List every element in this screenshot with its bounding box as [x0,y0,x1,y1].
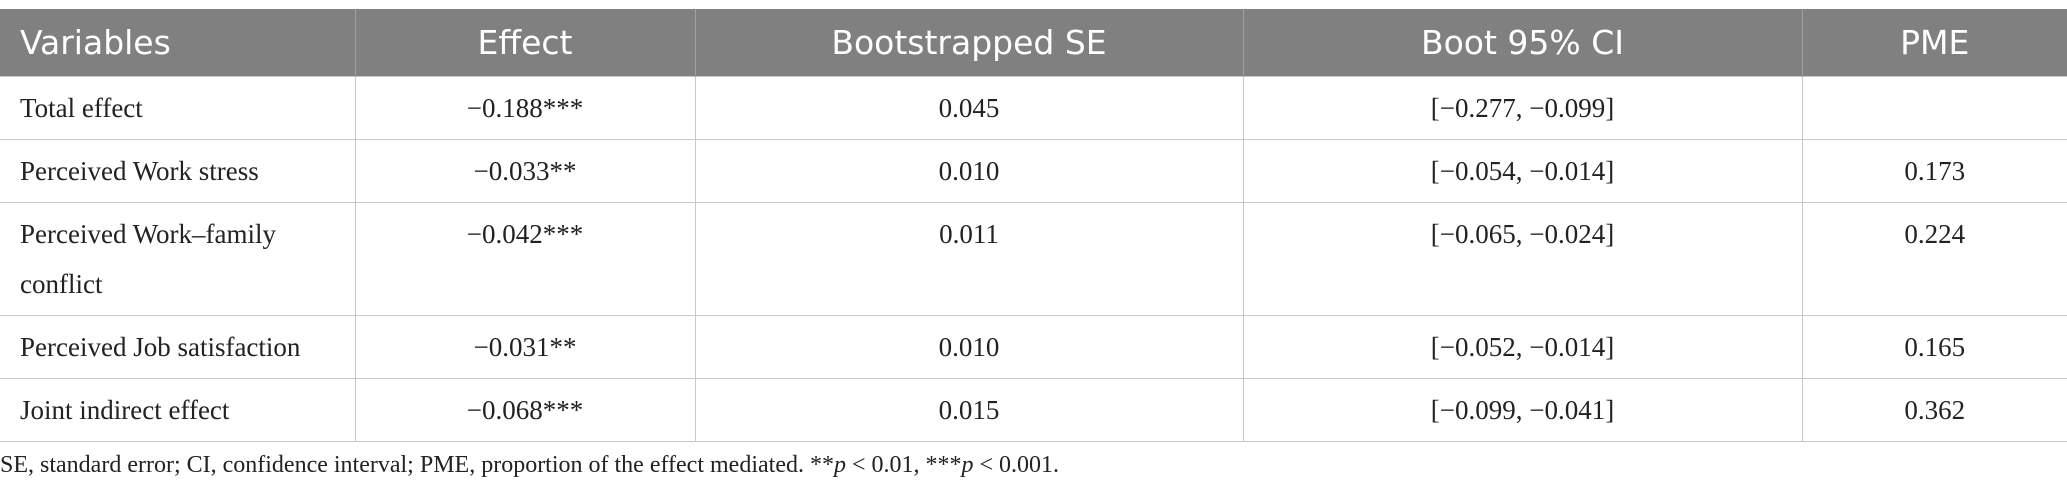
table-cell: 0.011 [694,202,1244,316]
footnote: SE, standard error; CI, confidence inter… [0,452,1059,479]
footnote-text: p [833,452,846,478]
header-cell: Bootstrapped SE [694,9,1243,77]
footnote-text: < 0.001. [973,452,1060,478]
table-cell: −0.068*** [354,378,696,442]
table-row: Perceived Work stress −0.033** 0.010 [−0.05… [0,139,2067,203]
table-row: Perceived Work–family conflict −0.042*** 0… [0,202,2067,316]
table-cell: 0.173 [1801,139,2067,203]
table-row: Joint indirect effect −0.068*** 0.015 [−0.0… [0,378,2067,442]
table-cell: 0.015 [694,378,1244,442]
header-row: Variables Effect Bootstrapped SE Boot 95% C… [0,9,2067,77]
footnote-text: p [961,452,974,478]
table-cell: 0.224 [1801,202,2067,316]
header-cell: Boot 95% CI [1242,9,1802,77]
table-row: Total effect −0.188*** 0.045 [−0.277, −0.09… [0,76,2067,140]
table-cell: Total effect [0,76,356,140]
table-cell: −0.042*** [354,202,696,316]
table-cell: Perceived Job satisfaction [0,315,356,379]
table-cell: 0.010 [694,315,1244,379]
results-table: Variables Effect Bootstrapped SE Boot 95% C… [0,9,2067,442]
table-row: Perceived Job satisfaction −0.031** 0.010[… [0,315,2067,379]
table-cell: Joint indirect effect [0,378,356,442]
table-cell: −0.031** [354,315,696,379]
footnote-text: SE, standard error; CI, confidence inter… [0,452,834,478]
table-cell: [−0.277, −0.099] [1242,76,1803,140]
table-cell: [−0.054, −0.014] [1242,139,1803,203]
header-cell: Effect [354,9,695,77]
table-cell: [−0.099, −0.041] [1242,378,1803,442]
table-body: Total effect −0.188*** 0.045 [−0.277, −0.09… [0,76,2067,442]
empty-cell [1801,76,2067,140]
table-cell: [−0.065, −0.024] [1242,202,1803,316]
header-cell: Variables [0,9,355,77]
header-cell: PME [1801,9,2067,77]
table-cell: 0.045 [694,76,1244,140]
table-cell: Perceived Work stress [0,139,356,203]
table-cell: −0.033** [354,139,696,203]
table-cell: 0.165 [1801,315,2067,379]
table-cell: 0.010 [694,139,1244,203]
table-cell: 0.362 [1801,378,2067,442]
table-cell: Perceived Work–family conflict [0,202,356,316]
table-cell: −0.188*** [354,76,696,140]
footnote-text: < 0.01, *** [845,452,962,478]
table-cell: [−0.052, −0.014] [1242,315,1803,379]
